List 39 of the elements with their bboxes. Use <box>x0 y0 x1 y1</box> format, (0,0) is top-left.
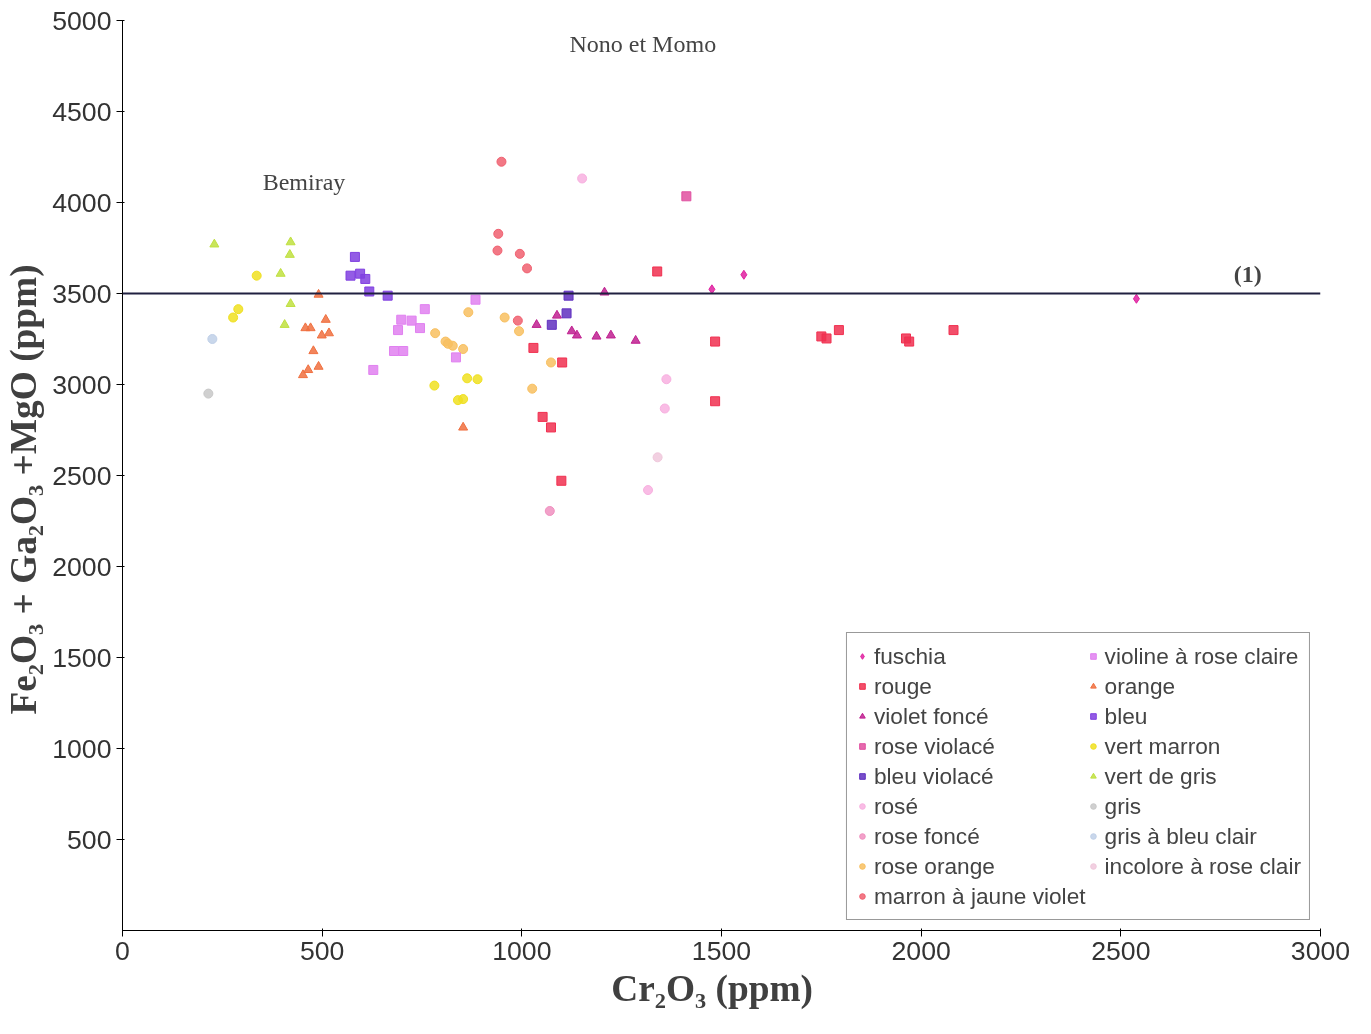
annotation: (1) <box>1233 260 1262 287</box>
legend-label: violet foncé <box>873 701 989 731</box>
y-tick-label: 4500 <box>52 96 112 127</box>
legend-label: gris à bleu clair <box>1104 821 1257 851</box>
y-tick-label: 1000 <box>52 733 112 764</box>
y-axis-title: Fe₂O₃ + Ga₂O₃ +MgO (ppm) <box>3 264 46 715</box>
y-tick-label: 4000 <box>52 187 112 218</box>
x-tick-label: 1500 <box>691 935 752 966</box>
x-tick-label: 1000 <box>492 935 552 966</box>
y-tick-label: 500 <box>67 824 112 855</box>
legend-label: violine à rose claire <box>1104 641 1299 671</box>
y-tick-label: 1500 <box>52 642 112 673</box>
y-tick-label: 5000 <box>52 5 112 36</box>
legend-label: bleu violacé <box>873 761 994 791</box>
legend-label: incolore à rose clair <box>1104 851 1301 881</box>
x-tick-label: 2000 <box>891 935 951 966</box>
legend-label: fuschia <box>873 641 946 671</box>
legend-label: rouge <box>873 671 932 701</box>
legend-label: rose foncé <box>873 821 980 851</box>
legend-label: orange <box>1104 671 1176 701</box>
x-tick-label: 0 <box>115 935 130 966</box>
legend-label: marron à jaune violet <box>873 881 1086 911</box>
y-tick-label: 2500 <box>52 460 112 491</box>
legend-label: vert marron <box>1104 731 1221 761</box>
x-tick-label: 2500 <box>1091 935 1151 966</box>
y-tick-label: 3000 <box>52 369 112 400</box>
legend-label: rose orange <box>873 851 995 881</box>
x-tick-label: 3000 <box>1290 935 1351 966</box>
y-tick-label: 2000 <box>52 551 112 582</box>
x-axis-title: Cr₂O₃ (ppm) <box>611 967 814 1010</box>
legend-label: gris <box>1104 791 1142 821</box>
legend-label: bleu <box>1104 701 1148 731</box>
annotation: Nono et Momo <box>569 30 717 57</box>
legend-label: rosé <box>873 791 919 821</box>
y-tick-label: 3500 <box>52 278 112 309</box>
legend-label: rose violacé <box>873 731 995 761</box>
annotation: Bemiray <box>262 168 346 195</box>
x-tick-label: 500 <box>299 935 345 966</box>
legend-label: vert de gris <box>1104 761 1217 791</box>
